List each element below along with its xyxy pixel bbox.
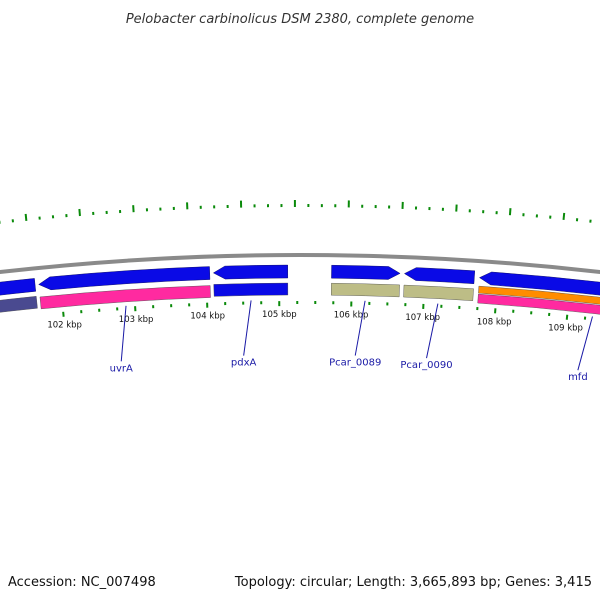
gene-arrow-Pcar_0089	[331, 264, 401, 280]
kbp-tick-label: 108 kbp	[477, 317, 512, 327]
gc-skew-dots	[0, 200, 592, 224]
gene-callout-line	[243, 300, 252, 356]
lower-feature	[0, 296, 38, 313]
gene-callout-line	[577, 316, 593, 371]
lower-feature-track	[0, 282, 600, 315]
lower-feature	[478, 285, 600, 305]
map-title: Pelobacter carbinolicus DSM 2380, comple…	[126, 12, 474, 27]
gene-label: Pcar_0089	[329, 358, 381, 369]
gene-arrow	[0, 278, 36, 296]
lower-feature	[477, 293, 600, 315]
kbp-tick-label: 107 kbp	[405, 313, 440, 323]
skew-dash	[508, 208, 512, 216]
genome-backbone	[0, 253, 600, 275]
kbp-tick-label: 102 kbp	[47, 321, 82, 331]
skew-dash	[24, 213, 28, 222]
lower-feature	[331, 282, 400, 298]
gene-arrow-Pcar_0090	[404, 267, 476, 284]
major-tick	[565, 314, 569, 320]
gene-arrow-uvrA	[38, 266, 211, 291]
skew-dash	[78, 208, 81, 217]
kbp-tick-label: 104 kbp	[190, 312, 225, 322]
gene-label: uvrA	[110, 363, 133, 374]
skew-dash	[562, 212, 566, 220]
kbp-tick-label: 106 kbp	[334, 311, 369, 321]
kbp-tick-label: 103 kbp	[119, 315, 154, 325]
gene-callout-line	[120, 305, 127, 362]
gene-label: pdxA	[231, 358, 257, 369]
kbp-tick-label: 109 kbp	[548, 324, 583, 334]
kbp-tick-label: 105 kbp	[262, 310, 297, 320]
gene-callout-line	[354, 300, 366, 356]
gene-track	[0, 264, 600, 296]
genome-summary-text: Topology: circular; Length: 3,665,893 bp…	[234, 575, 592, 590]
gene-callout-line	[426, 303, 439, 359]
gene-label: Pcar_0090	[400, 360, 452, 371]
gene-arrow-pdxA	[212, 264, 288, 280]
accession-text: Accession: NC_007498	[8, 575, 156, 590]
lower-feature	[39, 285, 211, 310]
gene-label: mfd	[568, 372, 588, 383]
kbp-tick-track: 102 kbp 103 kbp 104 kbp 105 kbp 106 kbp 107 k…	[47, 301, 587, 334]
gene-arrow-mfd	[479, 271, 600, 296]
lower-feature	[213, 282, 289, 297]
lower-feature	[403, 284, 474, 301]
